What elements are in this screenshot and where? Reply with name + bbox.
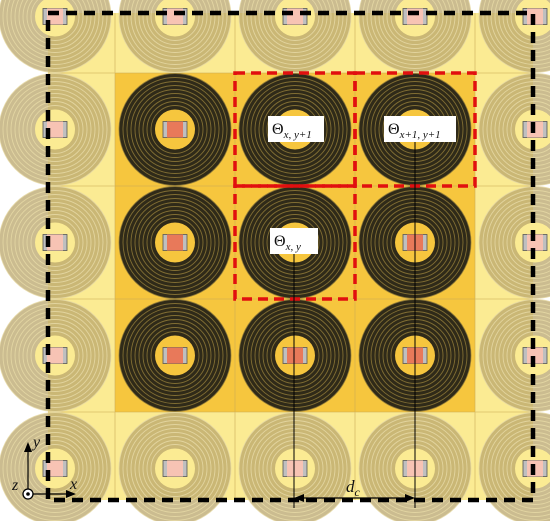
passive-coil — [0, 299, 112, 412]
outer-boundary — [45, 10, 536, 503]
unit-cell-center — [233, 184, 357, 301]
passive-coil — [238, 0, 352, 73]
active-coil — [118, 73, 232, 186]
axis-label-z: z — [11, 477, 19, 494]
passive-coil — [0, 412, 112, 521]
svg-text:Θx, y+1: Θx, y+1 — [272, 121, 312, 141]
passive-coil — [0, 73, 112, 186]
passive-coil — [358, 0, 472, 73]
label-theta-center: Θx, y — [270, 228, 318, 254]
svg-text:dc: dc — [346, 477, 361, 499]
svg-text:Θx+1, y+1: Θx+1, y+1 — [388, 121, 441, 141]
passive-coil — [0, 186, 112, 299]
active-coil — [238, 299, 352, 412]
svg-text:Θx, y: Θx, y — [274, 233, 301, 253]
axis-label-x: x — [69, 476, 77, 493]
label-theta-top-right: Θx+1, y+1 — [384, 116, 456, 142]
spacing-dimension: dc — [294, 477, 415, 502]
passive-coil — [0, 0, 112, 73]
passive-coil — [118, 412, 232, 521]
coordinate-axes: y x z — [11, 434, 77, 500]
axis-label-y: y — [31, 434, 41, 451]
passive-coil — [238, 412, 352, 521]
active-coil — [118, 299, 232, 412]
active-coil — [118, 186, 232, 299]
label-theta-top-left: Θx, y+1 — [268, 116, 324, 142]
